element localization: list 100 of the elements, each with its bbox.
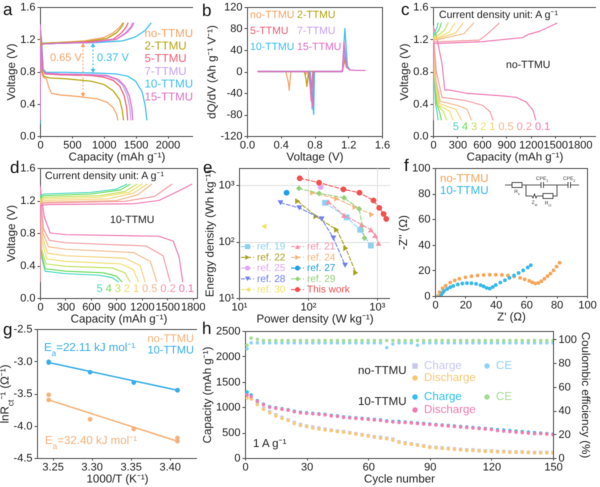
y-tick-label: 0 bbox=[424, 290, 430, 302]
annotation: 0.65 V bbox=[50, 52, 82, 64]
legend-label: Charge bbox=[424, 391, 462, 403]
x-tick-label: 0.8 bbox=[307, 140, 323, 152]
y-tick-label: 0.8 bbox=[413, 66, 428, 78]
legend-label: Discharge bbox=[424, 372, 476, 384]
annotation: no-TTMU bbox=[358, 365, 407, 377]
x-axis-title: Capacity (mAh g⁻¹) bbox=[70, 314, 168, 326]
y-tick-label: 120 bbox=[224, 2, 242, 14]
x-tick-label: 0.4 bbox=[274, 140, 289, 152]
y-tick-label: 20 bbox=[418, 264, 430, 277]
x-tick-label: 0 bbox=[37, 140, 44, 152]
series-label: 15-TTMU bbox=[144, 91, 194, 104]
y-tick-label: -4.0 bbox=[14, 420, 32, 432]
y-axis-title: -Z'' (Ω) bbox=[398, 214, 410, 250]
x-tick-label: 1200 bbox=[519, 140, 544, 152]
x-axis-title: Capacity (mAh g⁻¹) bbox=[68, 152, 166, 164]
y-tick-label: 100 bbox=[412, 162, 430, 174]
annotation: Current density unit: A g⁻¹ bbox=[45, 170, 164, 182]
x-tick-label: 1.2 bbox=[341, 140, 356, 152]
x-tick-label: 500 bbox=[63, 140, 82, 152]
series-label: 0.1 bbox=[178, 283, 194, 295]
y-tick-label: 1.2 bbox=[20, 195, 36, 207]
y-tick-label: 60 bbox=[418, 214, 430, 226]
x-tick-label: 150 bbox=[544, 462, 563, 474]
y-tick-label: 0.0 bbox=[413, 130, 428, 142]
series-label: 10-TTMU bbox=[250, 41, 294, 53]
y-tick-label: 80 bbox=[230, 23, 242, 35]
legend-label: ref. 24 bbox=[307, 252, 336, 264]
series-label: 5 bbox=[96, 283, 103, 295]
legend-label: ref. 29 bbox=[307, 274, 336, 285]
y-tick-label: 1.2 bbox=[413, 34, 428, 46]
x-axis-title: Power density (W kg⁻¹) bbox=[256, 314, 374, 326]
y2-tick-label: 100 bbox=[558, 334, 577, 346]
x-axis-title: Voltage (V) bbox=[286, 152, 344, 164]
y-tick-label: -4.5 bbox=[14, 452, 32, 464]
x-tick-label: 100 bbox=[578, 300, 597, 312]
x-tick-label: 3.25 bbox=[42, 462, 64, 474]
x-tick-label: 1800 bbox=[181, 302, 206, 314]
text: no-TTMU bbox=[440, 173, 489, 185]
y-tick-label: 80 bbox=[418, 188, 430, 200]
x-tick-label: 3.40 bbox=[159, 462, 181, 474]
chart-title: b bbox=[202, 1, 212, 20]
series-label: 2 bbox=[124, 283, 130, 295]
x-tick-label: 90 bbox=[424, 462, 436, 474]
y-tick-label: 1.2 bbox=[20, 34, 36, 46]
y2-tick-label: 40 bbox=[558, 405, 571, 418]
x-tick-label: 1500 bbox=[156, 302, 180, 314]
y-tick-label: -3.5 bbox=[14, 388, 32, 400]
y-tick-label: -2.5 bbox=[14, 324, 32, 336]
series-label: 0.1 bbox=[534, 121, 550, 133]
annotation: E$_{a}$=22.11 kJ mol⁻¹ bbox=[44, 342, 136, 358]
legend-label: ref. 27 bbox=[307, 263, 336, 274]
y-tick-label: 0.8 bbox=[20, 228, 36, 240]
chart-title: g bbox=[3, 320, 12, 339]
y-tick-label: 0.4 bbox=[413, 98, 428, 110]
x-tick-label: 300 bbox=[56, 302, 76, 314]
text: 2-TTMU bbox=[297, 9, 336, 21]
text: 1 bbox=[489, 121, 496, 133]
x-tick-label: 600 bbox=[82, 302, 101, 314]
annotation: 10-TTMU bbox=[110, 214, 154, 226]
text: 0.2 bbox=[516, 121, 532, 133]
series-label: 0.2 bbox=[160, 283, 176, 295]
series-label: 5 bbox=[452, 121, 459, 133]
y-axis-title: Voltage (V) bbox=[6, 43, 18, 100]
series-label: 7-TTMU bbox=[297, 25, 336, 37]
legend-label: ref. 19 bbox=[257, 242, 286, 253]
legend-label: ref. 25 bbox=[257, 263, 286, 274]
x-tick-label: 10³ bbox=[369, 302, 386, 314]
x-tick-label: 0 bbox=[37, 302, 44, 314]
x-tick-label: 1.6 bbox=[374, 140, 390, 152]
annotation: 0.37 V bbox=[97, 52, 130, 64]
y2-tick-label: 60 bbox=[558, 381, 571, 394]
x-tick-label: 30 bbox=[300, 462, 314, 474]
chart-title: h bbox=[202, 319, 212, 338]
y-tick-label: 0.8 bbox=[20, 66, 36, 78]
series-label: 1 bbox=[133, 283, 140, 295]
y-tick-label: 0 bbox=[236, 66, 242, 78]
y-tick-label: 1000 bbox=[216, 402, 240, 414]
x-tick-label: 1500 bbox=[544, 140, 568, 152]
x-tick-label: 120 bbox=[482, 462, 502, 474]
legend-label: ref. 22 bbox=[257, 252, 286, 264]
x-axis-title: 1000/T (K⁻¹) bbox=[86, 474, 149, 486]
legend-label: ref. 30 bbox=[257, 284, 286, 296]
text: no-TTMU bbox=[250, 9, 294, 21]
x-tick-label: 3.30 bbox=[81, 462, 103, 474]
x-tick-label: 1500 bbox=[124, 140, 148, 152]
x-tick-label: 900 bbox=[498, 140, 516, 152]
x-tick-label: 0 bbox=[432, 300, 439, 312]
series-label: 10-TTMU bbox=[144, 78, 194, 91]
chart-title: c bbox=[401, 0, 410, 19]
x-tick-label: 2000 bbox=[156, 140, 180, 152]
y-tick-label: -120 bbox=[220, 130, 242, 142]
annotation: Current density unit: A g⁻¹ bbox=[439, 9, 558, 21]
x-tick-label: 1200 bbox=[130, 302, 155, 314]
x-axis-title: Z' (Ω) bbox=[497, 312, 526, 324]
text: no-TTMU bbox=[144, 28, 194, 40]
series-label: 4 bbox=[106, 283, 112, 295]
y-tick-label: 0 bbox=[234, 452, 240, 464]
text: 2-TTMU bbox=[144, 40, 187, 52]
